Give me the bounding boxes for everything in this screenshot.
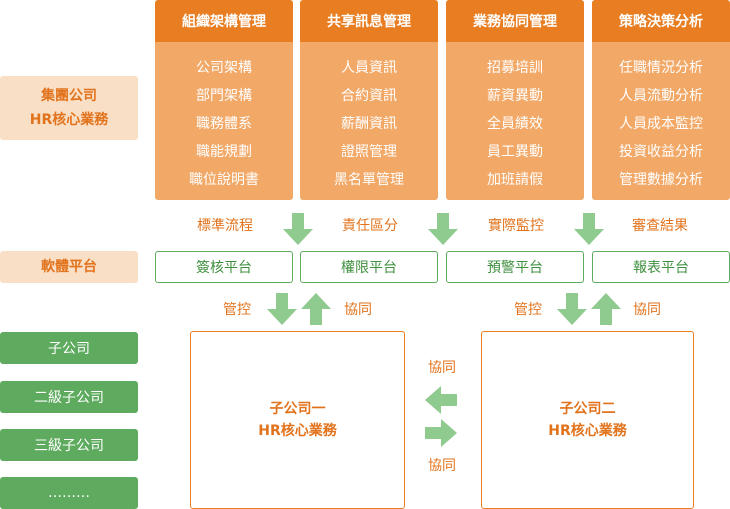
- down-arrow-icon: [428, 213, 458, 245]
- list-item: 全員績效: [487, 116, 543, 132]
- list-item: 加班請假: [487, 172, 543, 188]
- sync-label-left: 協同: [344, 302, 372, 318]
- group-label-line1: 集團公司: [41, 88, 97, 104]
- list-item: 職能規劃: [196, 144, 252, 160]
- subsidiary-label-3: 三級子公司: [0, 429, 138, 461]
- list-item: 人員成本監控: [619, 116, 703, 132]
- sync-label-mid-top: 協同: [428, 360, 456, 376]
- sync-label-right: 協同: [633, 302, 661, 318]
- subsidiary-box-title: 子公司一: [269, 401, 326, 417]
- right-arrow-icon: [425, 419, 457, 447]
- down-arrow-icon: [574, 213, 604, 245]
- subsidiary-box-1: 子公司一 HR核心業務: [190, 331, 405, 509]
- list-item: 員工異動: [487, 144, 543, 160]
- flow-label-monitoring: 實際監控: [488, 218, 544, 234]
- list-item: 職位說明書: [189, 172, 259, 188]
- list-item: 人員流動分析: [619, 88, 703, 104]
- platform-approval: 簽核平台: [155, 251, 293, 283]
- list-item: 證照管理: [341, 144, 397, 160]
- column-header-org: 組織架構管理: [155, 0, 293, 42]
- column-body-org: 公司架構 部門架構 職務體系 職能規劃 職位說明書: [155, 42, 293, 200]
- list-item: 職務體系: [196, 116, 252, 132]
- list-item: 公司架構: [196, 60, 252, 76]
- software-label-text: 軟體平台: [41, 259, 97, 275]
- left-arrow-icon: [425, 386, 457, 414]
- flow-label-standard: 標準流程: [197, 218, 253, 234]
- column-body-info: 人員資訊 合約資訊 薪酬資訊 證照管理 黑名單管理: [300, 42, 438, 200]
- flow-label-review: 審查結果: [632, 218, 688, 234]
- list-item: 人員資訊: [341, 60, 397, 76]
- list-item: 招募培訓: [487, 60, 543, 76]
- up-arrow-icon: [301, 293, 331, 325]
- sync-label-mid-bottom: 協同: [428, 458, 456, 474]
- list-item: 薪資異動: [487, 88, 543, 104]
- down-arrow-icon: [267, 293, 297, 325]
- subsidiary-label-1: 子公司: [0, 332, 138, 364]
- platform-alert: 預警平台: [446, 251, 584, 283]
- flow-label-responsibility: 責任區分: [342, 218, 398, 234]
- subsidiary-label-2: 二級子公司: [0, 381, 138, 413]
- column-header-strategy: 策略決策分析: [592, 0, 730, 42]
- up-arrow-icon: [591, 293, 621, 325]
- list-item: 薪酬資訊: [341, 116, 397, 132]
- column-body-strategy: 任職情況分析 人員流動分析 人員成本監控 投資收益分析 管理數據分析: [592, 42, 730, 200]
- list-item: 投資收益分析: [619, 144, 703, 160]
- column-body-business: 招募培訓 薪資異動 全員績效 員工異動 加班請假: [446, 42, 584, 200]
- platform-report: 報表平台: [592, 251, 730, 283]
- control-label-left: 管控: [223, 302, 251, 318]
- column-header-info: 共享訊息管理: [300, 0, 438, 42]
- subsidiary-box-2: 子公司二 HR核心業務: [481, 331, 694, 509]
- down-arrow-icon: [283, 213, 313, 245]
- control-label-right: 管控: [514, 302, 542, 318]
- subsidiary-box-title: 子公司二: [559, 401, 616, 417]
- list-item: 部門架構: [196, 88, 252, 104]
- column-header-business: 業務協同管理: [446, 0, 584, 42]
- subsidiary-box-subtitle: HR核心業務: [258, 423, 337, 439]
- down-arrow-icon: [557, 293, 587, 325]
- subsidiary-label-more: ………: [0, 477, 138, 509]
- list-item: 合約資訊: [341, 88, 397, 104]
- group-hr-label: 集團公司 HR核心業務: [0, 76, 138, 140]
- platform-permission: 權限平台: [300, 251, 438, 283]
- list-item: 黑名單管理: [334, 172, 404, 188]
- list-item: 管理數據分析: [619, 172, 703, 188]
- software-platform-label: 軟體平台: [0, 251, 138, 283]
- subsidiary-box-subtitle: HR核心業務: [548, 423, 627, 439]
- list-item: 任職情況分析: [619, 60, 703, 76]
- group-label-line2: HR核心業務: [29, 112, 109, 128]
